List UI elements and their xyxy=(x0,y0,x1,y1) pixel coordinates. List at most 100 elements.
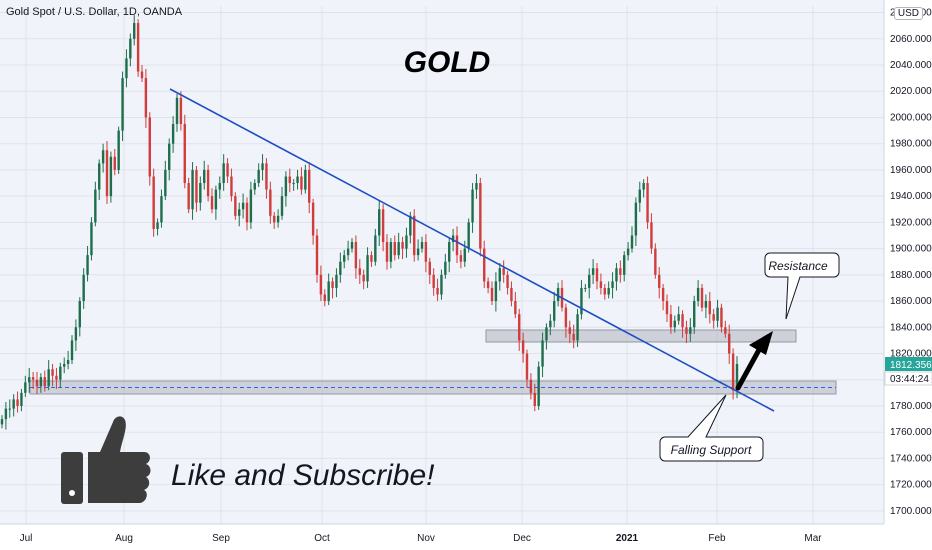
candle-body xyxy=(588,274,591,288)
up-arrow xyxy=(735,331,773,391)
candle-body xyxy=(378,209,381,236)
candle-body xyxy=(257,169,260,184)
candle-body xyxy=(273,215,276,223)
candle-body xyxy=(389,242,393,262)
candle-body xyxy=(346,248,350,256)
candle-body xyxy=(210,196,214,210)
candle-body xyxy=(206,169,210,197)
candle-body xyxy=(82,274,85,302)
candle-body xyxy=(284,176,288,197)
candle-body xyxy=(448,242,451,262)
support-callout: Falling Support xyxy=(659,394,764,462)
falling-trendline[interactable] xyxy=(169,88,775,412)
candle-body xyxy=(109,156,113,197)
candle-body xyxy=(327,281,330,302)
currency-badge[interactable]: USD xyxy=(893,7,923,20)
candle-body xyxy=(245,202,249,223)
candle-body xyxy=(638,189,641,203)
x-tick-label: Oct xyxy=(314,533,330,544)
candle-body xyxy=(591,268,595,275)
candle-body xyxy=(576,314,579,341)
candle-body xyxy=(735,364,739,391)
candle-body xyxy=(74,327,78,341)
candle-body xyxy=(405,235,408,249)
time-scale[interactable] xyxy=(0,524,932,550)
y-tick-label: 1900.000 xyxy=(890,244,932,255)
candle-body xyxy=(168,143,171,170)
candle-body xyxy=(90,222,93,256)
candle-body xyxy=(66,360,70,365)
candle-body xyxy=(311,202,315,236)
candle-body xyxy=(265,163,268,190)
candle-body xyxy=(43,377,46,387)
candle-body xyxy=(428,261,431,275)
candle-body xyxy=(708,301,711,315)
candle-body xyxy=(665,301,669,315)
candle-body xyxy=(350,242,354,249)
countdown-value: 03:44:24 xyxy=(890,374,929,385)
candle-body xyxy=(486,281,490,288)
candle-body xyxy=(475,183,478,190)
y-tick-label: 1820.000 xyxy=(890,349,932,360)
candle-body xyxy=(685,327,688,334)
candle-body xyxy=(101,150,105,164)
candle-body xyxy=(681,314,684,328)
candle-body xyxy=(440,274,443,295)
candle-body xyxy=(339,261,342,275)
y-tick-label: 1720.000 xyxy=(890,480,932,491)
candle-body xyxy=(615,268,618,282)
candle-body xyxy=(413,215,416,256)
y-tick-label: 1880.000 xyxy=(890,270,932,281)
candle-body xyxy=(133,23,136,39)
candle-body xyxy=(183,124,186,184)
candle-body xyxy=(529,379,533,393)
candle-body xyxy=(323,294,326,302)
candle-body xyxy=(693,301,696,328)
candle-body xyxy=(385,242,389,262)
candle-body xyxy=(580,287,583,315)
y-tick-label: 1920.000 xyxy=(890,217,932,228)
candle-body xyxy=(712,314,715,321)
candle-body xyxy=(498,268,501,282)
candle-body xyxy=(490,287,494,302)
candle-body xyxy=(358,268,361,275)
candle-body xyxy=(451,235,455,243)
candle-body xyxy=(20,392,23,406)
candle-body xyxy=(506,274,509,288)
candle-body xyxy=(568,327,571,334)
candle-body xyxy=(397,242,400,256)
candle-body xyxy=(436,287,439,295)
candles xyxy=(0,15,739,430)
candle-body xyxy=(510,287,513,302)
candle-body xyxy=(483,248,486,282)
candle-body xyxy=(370,255,373,262)
candle-body xyxy=(249,189,253,223)
candle-body xyxy=(78,301,81,328)
candle-body xyxy=(537,366,540,406)
candle-body xyxy=(619,268,622,275)
candle-body xyxy=(12,399,15,409)
candle-body xyxy=(689,327,692,334)
candle-body xyxy=(121,78,124,131)
candle-body xyxy=(288,176,291,184)
candle-body xyxy=(300,176,303,190)
candle-body xyxy=(553,301,556,321)
candle-body xyxy=(409,215,412,236)
candle-body xyxy=(518,314,521,341)
support-label: Falling Support xyxy=(671,443,752,457)
time-axis-labels: Jul Aug Sep Oct Nov Dec 2021 Feb Mar xyxy=(20,533,823,544)
candle-body xyxy=(234,196,237,216)
candle-body xyxy=(494,281,498,302)
y-tick-label: 2020.000 xyxy=(890,86,932,97)
candle-body xyxy=(607,287,610,295)
candle-body xyxy=(564,307,568,328)
candle-body xyxy=(630,235,634,249)
candle-body xyxy=(467,222,470,249)
candle-body xyxy=(432,274,435,288)
candle-body xyxy=(724,327,727,334)
candle-body xyxy=(140,71,144,79)
price-scale[interactable] xyxy=(884,0,932,550)
candle-body xyxy=(514,301,517,315)
candle-body xyxy=(669,314,673,328)
